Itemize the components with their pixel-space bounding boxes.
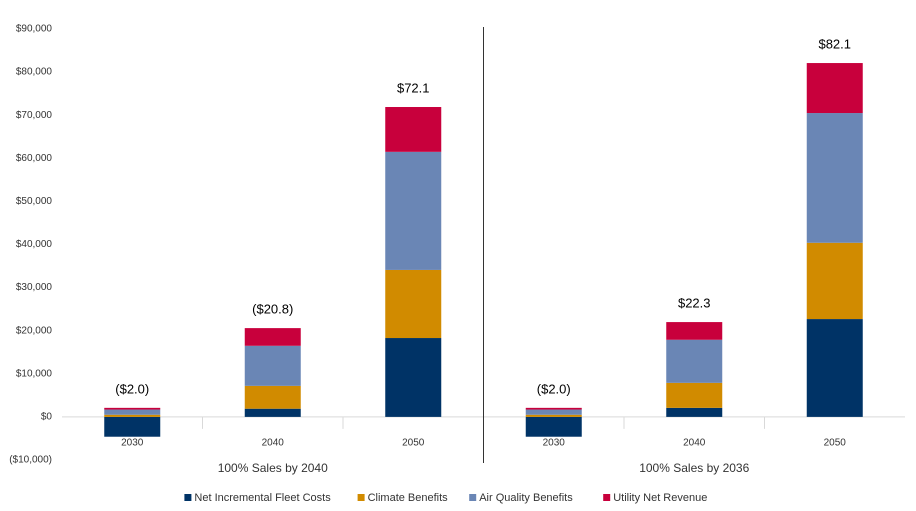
bar-segment (525, 414, 582, 417)
group-label: 100% Sales by 2036 (639, 461, 749, 475)
y-tick-label: $60,000 (16, 153, 53, 164)
x-tick-label: 2050 (402, 438, 425, 449)
total-annotation: $72.1 (397, 80, 430, 95)
y-tick-label: $50,000 (16, 196, 53, 207)
bar-segment (104, 409, 161, 415)
bar-segment (806, 113, 863, 243)
legend-label: Climate Benefits (368, 492, 449, 504)
bar-segment (666, 339, 723, 383)
bar-segment (525, 416, 582, 437)
legend-swatch (184, 494, 192, 501)
total-annotation: $22.3 (678, 296, 711, 311)
total-annotation: $82.1 (818, 36, 851, 51)
y-tick-label: $0 (41, 412, 53, 423)
bar-segment (806, 63, 863, 114)
y-tick-label: $30,000 (16, 282, 53, 293)
x-tick-label: 2030 (543, 438, 566, 449)
bar-segment (385, 269, 442, 339)
total-annotation: ($2.0) (537, 381, 571, 396)
bar-segment (385, 338, 442, 417)
x-tick-label: 2040 (683, 438, 706, 449)
bar-segment (244, 408, 301, 417)
bar-segment (806, 319, 863, 417)
bar-segment (244, 328, 301, 346)
bar-segment (666, 322, 723, 340)
legend-swatch (469, 494, 477, 501)
bar-segment (104, 416, 161, 437)
legend-label: Net Incremental Fleet Costs (194, 492, 331, 504)
bar-segment (666, 382, 723, 408)
bar-segment (385, 107, 442, 152)
x-tick-label: 2040 (262, 438, 285, 449)
y-tick-label: $70,000 (16, 110, 53, 121)
y-tick-label: $20,000 (16, 325, 53, 336)
x-tick-label: 2030 (121, 438, 144, 449)
total-annotation: ($2.0) (115, 381, 149, 396)
bar-segment (806, 242, 863, 320)
bar-segment (385, 151, 442, 270)
y-tick-label: ($10,000) (9, 455, 52, 466)
total-annotation: ($20.8) (252, 302, 293, 317)
y-tick-label: $90,000 (16, 24, 53, 35)
x-tick-label: 2050 (824, 438, 847, 449)
y-tick-label: $10,000 (16, 368, 53, 379)
group-label: 100% Sales by 2040 (218, 461, 328, 475)
bar-segment (244, 345, 301, 386)
bar-segment (666, 407, 723, 417)
bar-segment (104, 407, 161, 410)
legend-label: Utility Net Revenue (613, 492, 707, 504)
y-tick-label: $40,000 (16, 239, 53, 250)
bar-segment (244, 385, 301, 409)
legend-swatch (603, 494, 611, 501)
legend-label: Air Quality Benefits (479, 492, 573, 504)
bar-segment (525, 407, 582, 410)
bar-segment (104, 414, 161, 417)
bar-segment (525, 409, 582, 415)
legend-swatch (357, 494, 365, 501)
y-tick-label: $80,000 (16, 67, 53, 78)
